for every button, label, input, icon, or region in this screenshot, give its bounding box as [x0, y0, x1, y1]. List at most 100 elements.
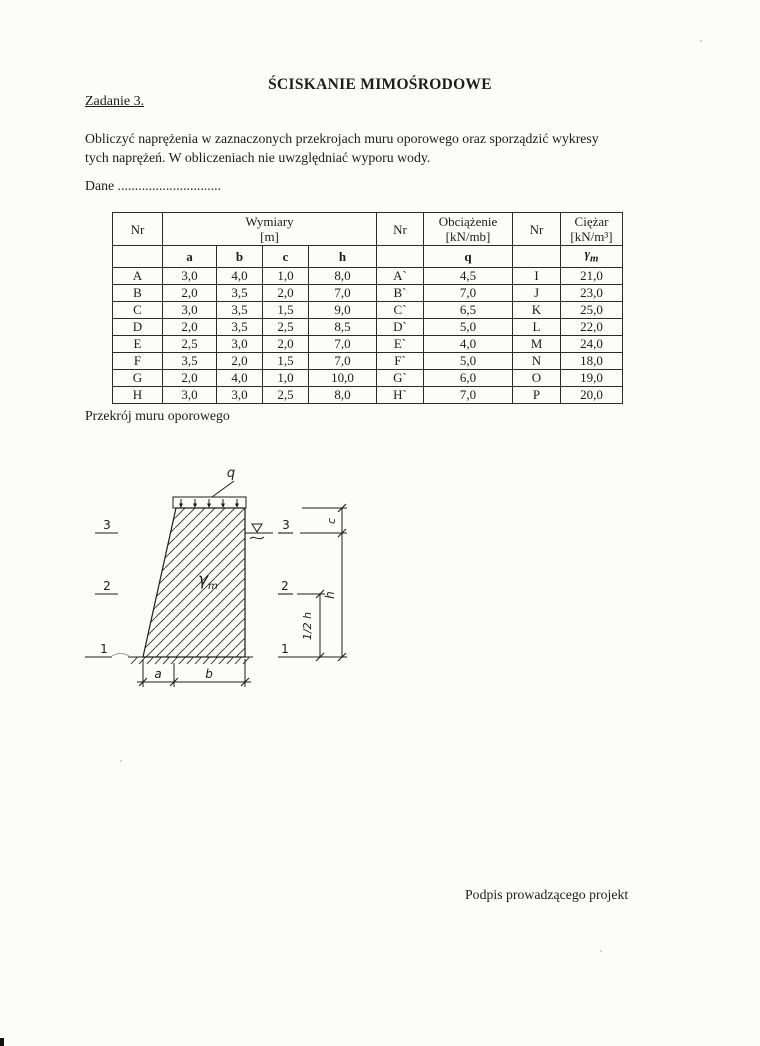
header-wymiary-unit: [m]	[260, 229, 279, 244]
table-cell: 2,0	[162, 368, 217, 387]
data-table: Nr Wymiary [m] Nr Obciążenie [kN/mb] Nr …	[112, 212, 623, 404]
load-leader-line	[211, 480, 235, 498]
table-cell: F`	[376, 351, 424, 370]
table-cell: 6,0	[423, 368, 513, 387]
table-cell: 4,5	[423, 266, 513, 285]
table-cell: I	[512, 266, 561, 285]
table-cell: 3,0	[162, 300, 217, 319]
signature-label: Podpis prowadzącego projekt	[465, 887, 629, 902]
header-obciazenie-label: Obciążenie	[438, 214, 498, 229]
dim-ticks	[315, 503, 347, 662]
table-cell: 5,0	[423, 317, 513, 336]
table-cell: E`	[376, 334, 424, 353]
table-cell: 4,0	[216, 266, 263, 285]
table-cell: 2,0	[162, 283, 217, 302]
retaining-wall-figure: q γ m 3 2 1 3 2 1 c h 1/2 h	[85, 466, 347, 687]
table-cell: 3,5	[216, 283, 263, 302]
table-cell: 8,0	[308, 385, 377, 404]
table-cell: 6,5	[423, 300, 513, 319]
table-cell: 21,0	[560, 266, 623, 285]
subheader-gamma: γm	[560, 245, 623, 268]
subheader-a: a	[162, 245, 217, 268]
header-ciezar-unit: [kN/m³]	[570, 229, 613, 244]
table-cell: J	[512, 283, 561, 302]
table-cell: 8,0	[308, 266, 377, 285]
table-cell: 19,0	[560, 368, 623, 387]
header-ciezar: Ciężar [kN/m³]	[560, 212, 623, 246]
table-row: A 3,0 4,0 1,0 8,0 A` 4,5 I 21,0	[112, 266, 623, 285]
table-cell: K	[512, 300, 561, 319]
table-cell: C	[112, 300, 163, 319]
table-row: E 2,5 3,0 2,0 7,0 E` 4,0 M 24,0	[112, 334, 623, 353]
level-right-3: 3	[282, 518, 290, 532]
dim-h-label: h	[323, 591, 337, 599]
task-description-line2: tych naprężeń. W obliczeniach nie uwzglę…	[85, 150, 431, 165]
dim-bottom-ticks	[138, 677, 250, 687]
load-arrows	[179, 499, 239, 508]
subheader-empty-1	[112, 245, 163, 268]
level-left-3: 3	[103, 518, 111, 532]
table-cell: 25,0	[560, 300, 623, 319]
wall-gamma-subscript: m	[208, 581, 218, 592]
wall-outline	[142, 507, 246, 658]
table-cell: 2,0	[216, 351, 263, 370]
water-level-icon	[251, 523, 263, 533]
level-left-2: 2	[103, 579, 111, 593]
table-cell: C`	[376, 300, 424, 319]
task-description: Obliczyć naprężenia w zaznaczonych przek…	[85, 129, 675, 167]
table-cell: 8,5	[308, 317, 377, 336]
table-cell: 7,0	[308, 334, 377, 353]
header-obciazenie: Obciążenie [kN/mb]	[423, 212, 513, 246]
table-cell: 2,0	[162, 317, 217, 336]
header-nr-2: Nr	[376, 212, 424, 246]
table-body: A 3,0 4,0 1,0 8,0 A` 4,5 I 21,0 B 2,0 3,5 2,0 7,0 B` 7,…	[112, 266, 623, 404]
table-cell: 7,0	[308, 283, 377, 302]
header-ciezar-label: Ciężar	[574, 214, 609, 229]
scan-corner-mark	[0, 1038, 4, 1046]
table-cell: 3,0	[162, 266, 217, 285]
level-right-1: 1	[281, 642, 289, 656]
subheader-empty-3	[512, 245, 561, 268]
table-cell: 2,5	[162, 334, 217, 353]
table-cell: 1,5	[262, 300, 309, 319]
table-cell: 24,0	[560, 334, 623, 353]
ground-hatch	[130, 657, 250, 665]
gamma-symbol: γ	[584, 246, 590, 261]
table-cell: D	[112, 317, 163, 336]
table-row: G 2,0 4,0 1,0 10,0 G` 6,0 O 19,0	[112, 368, 623, 387]
dim-half-h-label: 1/2 h	[301, 612, 314, 640]
table-cell: L	[512, 317, 561, 336]
table-subheader-row: a b c h q γm	[112, 245, 623, 268]
load-label: q	[227, 466, 235, 481]
table-row: F 3,5 2,0 1,5 7,0 F` 5,0 N 18,0	[112, 351, 623, 370]
table-cell: 9,0	[308, 300, 377, 319]
water-squiggle-icon	[249, 536, 265, 540]
table-cell: 1,0	[262, 368, 309, 387]
table-cell: 1,5	[262, 351, 309, 370]
table-cell: 3,5	[216, 317, 263, 336]
wall-gamma-label: γ	[198, 570, 209, 590]
table-row: D 2,0 3,5 2,5 8,5 D` 5,0 L 22,0	[112, 317, 623, 336]
table-cell: 4,0	[216, 368, 263, 387]
header-nr-3: Nr	[512, 212, 561, 246]
table-cell: E	[112, 334, 163, 353]
table-cell: 2,0	[262, 334, 309, 353]
table-cell: A	[112, 266, 163, 285]
table-cell: 2,5	[262, 385, 309, 404]
scan-speck	[700, 40, 702, 42]
table-cell: G	[112, 368, 163, 387]
table-row: C 3,0 3,5 1,5 9,0 C` 6,5 K 25,0	[112, 300, 623, 319]
table-cell: G`	[376, 368, 424, 387]
table-cell: 20,0	[560, 385, 623, 404]
page-title: ŚCISKANIE MIMOŚRODOWE	[268, 76, 492, 93]
table-cell: 1,0	[262, 266, 309, 285]
table-cell: 10,0	[308, 368, 377, 387]
scan-speck	[120, 760, 122, 762]
table-header-row: Nr Wymiary [m] Nr Obciążenie [kN/mb] Nr …	[112, 212, 623, 246]
table-cell: 3,0	[216, 334, 263, 353]
table-cell: M	[512, 334, 561, 353]
table-cell: 22,0	[560, 317, 623, 336]
table-cell: A`	[376, 266, 424, 285]
subheader-b: b	[216, 245, 263, 268]
dim-a-label: a	[154, 667, 161, 681]
